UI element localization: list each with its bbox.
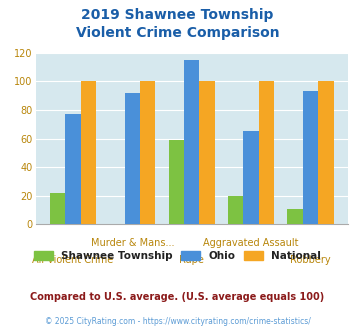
Text: Aggravated Assault: Aggravated Assault: [203, 238, 299, 248]
Bar: [50, 193, 65, 224]
Bar: [244, 131, 259, 224]
Text: Robbery: Robbery: [290, 255, 331, 265]
Text: All Violent Crime: All Violent Crime: [32, 255, 114, 265]
Bar: [287, 209, 303, 224]
Bar: [259, 82, 274, 224]
Text: © 2025 CityRating.com - https://www.cityrating.com/crime-statistics/: © 2025 CityRating.com - https://www.city…: [45, 317, 310, 326]
Text: Compared to U.S. average. (U.S. average equals 100): Compared to U.S. average. (U.S. average …: [31, 292, 324, 302]
Bar: [200, 82, 215, 224]
Legend: Shawnee Township, Ohio, National: Shawnee Township, Ohio, National: [34, 251, 321, 261]
Bar: [65, 114, 81, 224]
Bar: [318, 82, 334, 224]
Text: 2019 Shawnee Township
Violent Crime Comparison: 2019 Shawnee Township Violent Crime Comp…: [76, 8, 279, 40]
Bar: [228, 196, 244, 224]
Bar: [125, 93, 140, 224]
Bar: [303, 91, 318, 224]
Bar: [184, 60, 200, 224]
Text: Rape: Rape: [179, 255, 204, 265]
Bar: [140, 82, 155, 224]
Bar: [81, 82, 96, 224]
Text: Murder & Mans...: Murder & Mans...: [91, 238, 174, 248]
Bar: [169, 140, 184, 224]
